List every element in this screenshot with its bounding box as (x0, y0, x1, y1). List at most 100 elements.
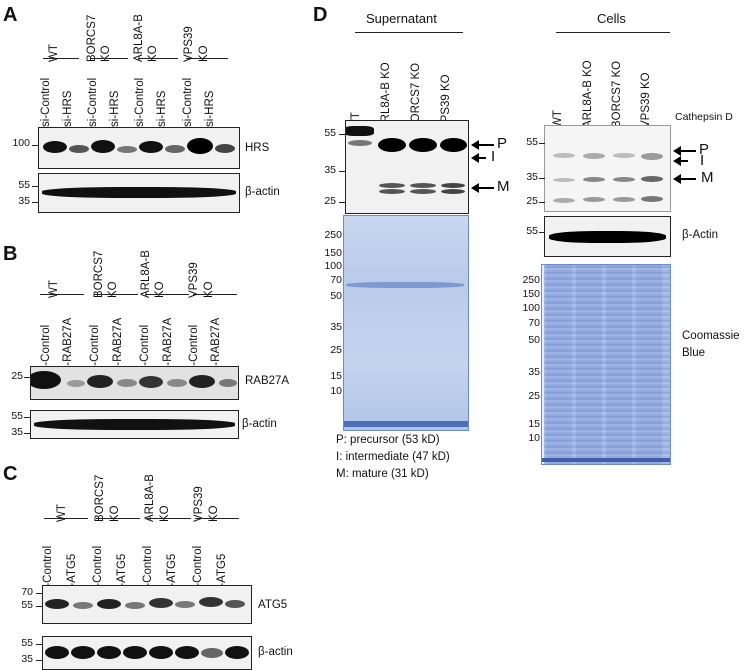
group-label-borcs7-ko: KO (100, 45, 112, 62)
group-underline (147, 518, 191, 519)
panel-letter-d: D (313, 4, 328, 26)
gel-label-line: Blue (682, 347, 706, 359)
mw-tick: 50 (330, 290, 342, 302)
group-label-arl8ab: ARL8A-B (133, 14, 145, 62)
group-underline (195, 518, 239, 519)
group-label-wt: WT (48, 44, 60, 62)
group-underline (43, 58, 79, 59)
band-marker-p: P (497, 135, 508, 152)
arrow-icon (471, 183, 494, 193)
mw-tick: 10 (330, 385, 342, 397)
legend: P: precursor (53 kD) I: intermediate (47… (336, 432, 450, 483)
panel-letter-c: C (3, 463, 18, 485)
gel-label-coomassie: Coomassie Blue (682, 328, 740, 362)
mw-tick: 35 (324, 164, 336, 176)
blot-actin-b (30, 410, 239, 439)
group-label-borcs7-ko: KO (109, 505, 121, 522)
blot-label-hrs: HRS (245, 142, 270, 154)
arrow-icon (673, 174, 696, 184)
mw-tick: 55 (324, 127, 336, 139)
band-marker-m: M (701, 169, 714, 186)
group-label-arl8ab-ko: KO (147, 45, 159, 62)
mw-tick: 55 (526, 225, 538, 237)
blot-cathepsin-supernatant (345, 120, 469, 214)
group-underline (138, 58, 178, 59)
mw-tick: 15 (330, 370, 342, 382)
group-label-arl8ab: ARL8A-B (140, 250, 152, 298)
mw-tick: 100 (324, 260, 342, 272)
lane-label: ARL8A-B KO (582, 60, 594, 128)
blot-label-rab27a: RAB27A (245, 375, 290, 387)
band-marker-i: I (491, 148, 496, 165)
mw-tick: 70 (21, 586, 33, 598)
group-underline (96, 518, 140, 519)
group-underline (355, 32, 463, 33)
gel-coomassie-supernatant (343, 215, 469, 431)
blot-actin-c (42, 636, 252, 670)
legend-precursor: P: precursor (53 kD) (336, 434, 440, 446)
mw-tick: 100 (522, 302, 540, 314)
mw-tick: 35 (528, 366, 540, 378)
group-underline (94, 294, 138, 295)
mw-tick: 55 (11, 410, 23, 422)
blot-label-cathepsin-d: Cathepsin D (675, 111, 733, 123)
arrow-icon (673, 156, 688, 166)
lane-label: si-Control (87, 77, 99, 127)
mw-tick: 25 (526, 195, 538, 207)
lane-label: si-HRS (109, 90, 121, 127)
group-label-wt: WT (48, 280, 60, 298)
supernatant-title: Supernatant (366, 11, 437, 26)
group-underline (556, 32, 670, 33)
group-label-arl8ab-ko: KO (159, 505, 171, 522)
lane-label: si-Control (134, 77, 146, 127)
group-underline (193, 294, 237, 295)
panel-letter-a: A (3, 4, 18, 26)
mw-tick: 55 (21, 599, 33, 611)
blot-label-atg5: ATG5 (258, 599, 288, 611)
mw-tick: 10 (528, 432, 540, 444)
group-label-vps39: VPS39 (183, 26, 195, 62)
group-label-borcs7-ko: KO (107, 281, 119, 298)
mw-tick: 250 (522, 274, 540, 286)
mw-tick: 35 (18, 195, 30, 207)
arrow-icon (471, 153, 486, 163)
group-label-vps39-ko: KO (198, 45, 210, 62)
mw-tick: 150 (324, 247, 342, 259)
mw-tick: 25 (11, 370, 23, 382)
lane-label: si-HRS (156, 90, 168, 127)
panel-letter-b: B (3, 243, 18, 265)
legend-intermediate: I: intermediate (47 kD) (336, 451, 450, 463)
arrow-icon (471, 140, 494, 150)
mw-tick: 35 (21, 653, 33, 665)
cells-title: Cells (597, 11, 626, 26)
mw-tick: 55 (21, 637, 33, 649)
gel-coomassie-cells (541, 264, 671, 465)
blot-label-actin: β-Actin (682, 229, 719, 241)
blot-label-actin: β-actin (245, 186, 280, 198)
mw-tick: 50 (528, 334, 540, 346)
band-marker-p: P (699, 141, 710, 158)
blot-actin-a (38, 173, 240, 213)
blot-hrs (38, 127, 240, 169)
lane-label: BORCS7 KO (611, 60, 623, 128)
gel-label-line: Coomassie (682, 330, 740, 342)
mw-tick: 100 (12, 137, 30, 149)
mw-tick: 55 (18, 179, 30, 191)
lane-label: si-Control (40, 77, 52, 127)
lane-label: si-HRS (62, 90, 74, 127)
band-marker-i: I (700, 152, 705, 169)
group-label-vps39: VPS39 (193, 486, 205, 522)
group-label-vps39-ko: KO (208, 505, 220, 522)
mw-tick: 25 (528, 390, 540, 402)
group-label-wt: WT (56, 504, 68, 522)
mw-tick: 55 (526, 136, 538, 148)
blot-atg5 (42, 585, 252, 624)
group-underline (44, 518, 88, 519)
group-label-vps39-ko: KO (203, 281, 215, 298)
mw-tick: 70 (528, 317, 540, 329)
lane-label: VPS39 KO (640, 72, 652, 128)
mw-tick: 250 (324, 229, 342, 241)
blot-label-actin: β-actin (242, 418, 277, 430)
lane-label: si-HRS (204, 90, 216, 127)
blot-actin-cells (544, 216, 671, 257)
